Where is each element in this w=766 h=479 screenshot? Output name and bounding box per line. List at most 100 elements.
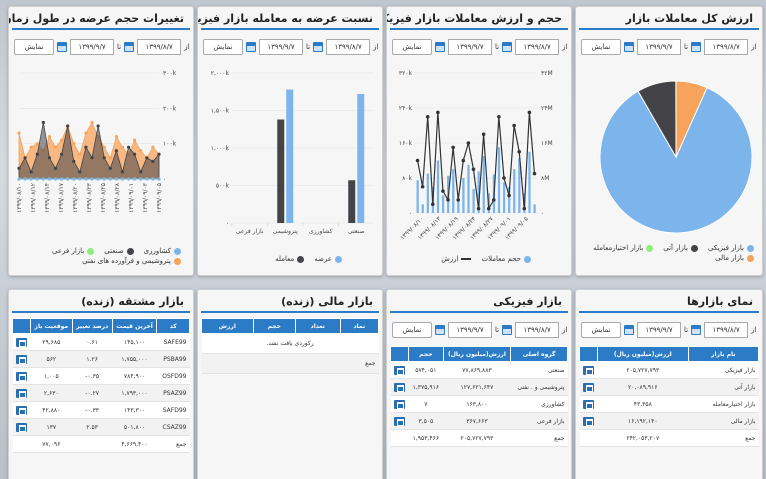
- col-header[interactable]: گروه اصلی: [510, 346, 568, 362]
- details-icon[interactable]: [16, 354, 27, 364]
- from-date-input[interactable]: ۱۳۹۹/۸/۷: [515, 39, 560, 55]
- legend-item[interactable]: بازار مالی: [715, 254, 754, 262]
- to-date-input[interactable]: ۱۳۹۹/۹/۷: [259, 39, 303, 55]
- details-icon[interactable]: [583, 399, 594, 409]
- row-action-cell: [390, 412, 409, 430]
- from-date-input[interactable]: ۱۳۹۹/۸/۷: [704, 322, 749, 338]
- calendar-icon[interactable]: [124, 42, 135, 52]
- legend-item[interactable]: بازار فیزیکی: [708, 244, 754, 252]
- col-header[interactable]: حجم: [252, 318, 297, 334]
- value-point: [466, 141, 471, 145]
- legend-item[interactable]: حجم معاملات: [481, 255, 531, 263]
- derivatives-market-row: OSFD99 ۷۸۴,۹۰۰ ۰.۳۵- ۱,۰۰۵: [12, 367, 190, 385]
- legend-item[interactable]: عرضه: [314, 255, 342, 263]
- col-header[interactable]: نام بازار: [687, 346, 760, 362]
- calendar-icon[interactable]: [502, 325, 513, 335]
- details-icon[interactable]: [394, 416, 405, 426]
- details-icon[interactable]: [583, 382, 594, 392]
- derivatives-market-row: SAFD99 ۱۴۳,۳۰۰ ۰.۳۳- ۴۲,۸۸۰: [12, 401, 190, 419]
- details-icon[interactable]: [16, 337, 27, 347]
- details-icon[interactable]: [16, 371, 27, 381]
- row-action-cell: [390, 378, 409, 396]
- legend-item[interactable]: کشاورزی: [144, 247, 181, 255]
- calendar-icon[interactable]: [691, 325, 702, 335]
- show-button[interactable]: نمایش: [581, 322, 621, 338]
- to-date-input[interactable]: ۱۳۹۹/۹/۷: [637, 322, 681, 338]
- calendar-icon[interactable]: [313, 42, 324, 52]
- volume-bar: [416, 180, 419, 213]
- show-button[interactable]: نمایش: [14, 39, 54, 55]
- panel-title: حجم و ارزش معاملات بازار فیزیکی: [387, 7, 568, 30]
- col-header[interactable]: تعداد: [295, 318, 341, 334]
- show-button[interactable]: نمایش: [581, 39, 621, 55]
- legend-label: بازار فرعی: [52, 247, 85, 255]
- from-date-input[interactable]: ۱۳۹۹/۸/۷: [137, 39, 182, 55]
- details-icon[interactable]: [16, 422, 27, 432]
- from-date-input[interactable]: ۱۳۹۹/۸/۷: [326, 39, 371, 55]
- table-cell: ۱,۷۹۳,۰۰۰: [112, 384, 157, 402]
- details-icon[interactable]: [16, 388, 27, 398]
- industrial-point: [120, 170, 125, 174]
- details-icon[interactable]: [394, 399, 405, 409]
- table-cell: ۷۸۴,۹۰۰: [112, 367, 157, 385]
- details-icon[interactable]: [16, 405, 27, 415]
- details-icon[interactable]: [583, 365, 594, 375]
- legend-marker: [126, 247, 134, 255]
- row-action-cell: [390, 361, 409, 379]
- details-icon[interactable]: [394, 365, 405, 375]
- col-header[interactable]: ارزش(میلیون ریال): [442, 346, 512, 362]
- legend-item[interactable]: ارزش: [441, 255, 472, 263]
- calendar-icon[interactable]: [246, 42, 256, 52]
- calendar-icon[interactable]: [435, 325, 445, 335]
- legend-item[interactable]: بازار فرعی: [52, 247, 95, 255]
- date-filter: نمایش ۱۳۹۹/۹/۷ تا ۱۳۹۹/۸/۷ از: [203, 39, 378, 55]
- from-date-input[interactable]: ۱۳۹۹/۸/۷: [704, 39, 749, 55]
- calendar-icon[interactable]: [502, 42, 513, 52]
- col-header[interactable]: کد: [156, 318, 190, 334]
- row-action-cell: [12, 384, 31, 402]
- from-date-input[interactable]: ۱۳۹۹/۸/۷: [515, 322, 560, 338]
- show-button[interactable]: نمایش: [203, 39, 243, 55]
- tick-label: ۱۳۹۹/۰۸/۲۰: [72, 183, 79, 213]
- show-button[interactable]: نمایش: [392, 322, 432, 338]
- to-date-input[interactable]: ۱۳۹۹/۹/۷: [448, 322, 492, 338]
- legend-marker: [747, 244, 754, 252]
- legend-item[interactable]: صنعتی: [104, 247, 134, 255]
- calendar-icon[interactable]: [691, 42, 702, 52]
- legend-label: صنعتی: [104, 247, 124, 255]
- row-action-cell: [12, 333, 31, 351]
- legend-item[interactable]: بازار آتی: [663, 244, 699, 252]
- col-header[interactable]: درصد تغییر: [71, 318, 113, 334]
- tick-label: ۱۳۹۹/۰۹/۰۱: [128, 183, 135, 213]
- calendar-icon[interactable]: [435, 42, 445, 52]
- legend-label: بازار مالی: [715, 254, 744, 262]
- col-header[interactable]: آخرین قیمت: [111, 318, 158, 334]
- industrial-point: [29, 170, 33, 174]
- to-date-input[interactable]: ۱۳۹۹/۹/۷: [70, 39, 114, 55]
- show-button[interactable]: نمایش: [392, 39, 432, 55]
- legend-item[interactable]: پتروشیمی و فرآورده های نفتی: [82, 257, 181, 265]
- legend-marker: [87, 247, 95, 255]
- legend-item[interactable]: معامله: [275, 255, 305, 263]
- calendar-icon[interactable]: [624, 42, 634, 52]
- industrial-point: [126, 145, 131, 149]
- value-point: [420, 184, 425, 189]
- details-icon[interactable]: [394, 382, 405, 392]
- calendar-icon[interactable]: [624, 325, 634, 335]
- petrochemical-point: [72, 142, 76, 146]
- to-date-input[interactable]: ۱۳۹۹/۹/۷: [637, 39, 681, 55]
- details-icon[interactable]: [583, 416, 594, 426]
- col-header[interactable]: موقعیت باز: [30, 318, 73, 334]
- calendar-icon[interactable]: [57, 42, 67, 52]
- to-date-input[interactable]: ۱۳۹۹/۹/۷: [448, 39, 492, 55]
- col-header[interactable]: حجم: [408, 346, 444, 362]
- supply-trend-chart: ۰ ۱۰۰k ۲۰۰k ۳۰۰k ۱۳۹۹/۰۸/۱۰ ۱۳۹۹/۰۸/۱۲ ۱۳۹۹/۰۸…: [16, 70, 177, 213]
- col-header[interactable]: ارزش: [201, 318, 254, 334]
- petrochemical-point: [78, 152, 82, 156]
- col-header[interactable]: نماد: [339, 318, 380, 334]
- legend-marker: [174, 247, 181, 255]
- legend-item[interactable]: بازار اختیارمعامله: [593, 244, 654, 252]
- table-cell: SAFE99: [156, 333, 190, 351]
- col-header[interactable]: ارزش(میلیون ریال): [597, 346, 689, 362]
- to-label: تا: [684, 326, 689, 334]
